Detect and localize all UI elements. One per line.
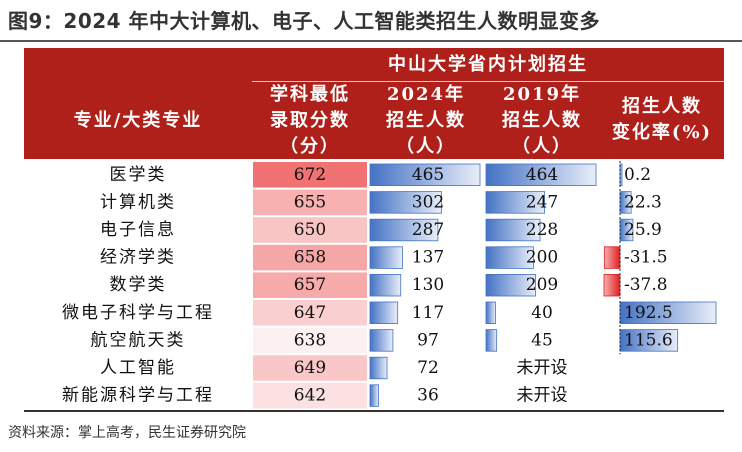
score-value: 642 bbox=[294, 386, 326, 406]
bar-change-rate bbox=[603, 246, 621, 269]
change-rate-value: 0.2 bbox=[624, 165, 651, 185]
bar-change-rate bbox=[603, 273, 621, 297]
row-label-major: 经济学类 bbox=[100, 248, 176, 268]
enroll-2019-value: 247 bbox=[526, 192, 558, 212]
header-enroll-2019: 2019年 招生人数 （人） bbox=[502, 84, 582, 157]
score-value: 647 bbox=[294, 303, 326, 323]
score-value: 638 bbox=[294, 330, 326, 350]
row-label-major: 电子信息 bbox=[100, 220, 176, 240]
header-change-rate: 招生人数 变化率(%) bbox=[611, 96, 713, 143]
table-bottom-rule bbox=[24, 410, 724, 412]
header-major: 专业/大类专业 bbox=[73, 110, 203, 131]
enroll-2019-value: 未开设 bbox=[517, 358, 568, 378]
bar-change-rate bbox=[619, 329, 679, 352]
enroll-2019-value: 45 bbox=[531, 330, 553, 350]
enroll-2019-value: 40 bbox=[531, 303, 553, 323]
bar-enroll-2024 bbox=[369, 356, 388, 380]
bar-enroll-2024 bbox=[369, 246, 403, 269]
score-heat-cell bbox=[253, 300, 367, 326]
score-heat-cell bbox=[253, 382, 367, 409]
enroll-2019-value: 200 bbox=[526, 248, 558, 268]
enroll-2024-value: 302 bbox=[412, 192, 444, 212]
score-heat-cell bbox=[253, 217, 367, 243]
enroll-2019-value: 228 bbox=[526, 220, 558, 240]
header-min-score: 学科最低 录取分数 （分） bbox=[270, 84, 350, 157]
row-label-major: 医学类 bbox=[110, 165, 167, 185]
header-enroll-2024: 2024年 招生人数 （人） bbox=[386, 84, 466, 157]
enroll-2019-value: 未开设 bbox=[517, 386, 568, 406]
source-note: 资料来源：掌上高考，民生证券研究院 bbox=[8, 425, 246, 441]
bar-enroll-2024 bbox=[369, 273, 402, 297]
score-value: 655 bbox=[294, 192, 326, 212]
enroll-2024-value: 117 bbox=[412, 303, 444, 323]
score-value: 650 bbox=[294, 220, 326, 240]
enroll-2024-value: 97 bbox=[417, 330, 439, 350]
header-group-divider bbox=[252, 81, 724, 82]
bar-enroll-2019 bbox=[485, 163, 597, 187]
score-heat-cell bbox=[253, 162, 367, 188]
score-heat-cell bbox=[253, 244, 367, 271]
row-label-major: 航空航天类 bbox=[91, 330, 186, 350]
bar-enroll-2019 bbox=[485, 301, 496, 325]
score-value: 657 bbox=[294, 275, 326, 295]
score-value: 658 bbox=[294, 248, 326, 268]
bar-enroll-2024 bbox=[369, 218, 439, 242]
row-label-major: 新能源科学与工程 bbox=[62, 386, 214, 406]
row-label-major: 数学类 bbox=[110, 275, 167, 295]
figure-title: 图9：2024 年中大计算机、电子、人工智能类招生人数明显变多 bbox=[8, 9, 601, 33]
change-rate-value: 25.9 bbox=[624, 220, 662, 240]
score-value: 672 bbox=[294, 165, 326, 185]
score-value: 649 bbox=[294, 358, 326, 378]
bar-enroll-2019 bbox=[485, 246, 534, 269]
bar-enroll-2019 bbox=[485, 218, 541, 242]
bar-enroll-2024 bbox=[369, 384, 379, 407]
table-header: 中山大学省内计划招生 专业/大类专业 学科最低 录取分数 （分） 2024年 招… bbox=[24, 48, 724, 159]
bar-enroll-2024 bbox=[369, 301, 399, 325]
enroll-2024-value: 72 bbox=[417, 358, 439, 378]
bar-enroll-2024 bbox=[369, 329, 394, 352]
change-rate-value: 115.6 bbox=[624, 330, 673, 350]
change-rate-value: -31.5 bbox=[624, 248, 668, 268]
row-label-major: 计算机类 bbox=[100, 192, 176, 212]
row-label-major: 微电子科学与工程 bbox=[62, 303, 214, 323]
change-rate-value: 22.3 bbox=[624, 192, 662, 212]
enroll-2019-value: 209 bbox=[526, 275, 558, 295]
row-label-major: 人工智能 bbox=[100, 358, 176, 378]
bar-enroll-2019 bbox=[485, 329, 498, 352]
score-heat-cell bbox=[253, 355, 367, 381]
enroll-2024-value: 36 bbox=[417, 386, 439, 406]
change-rate-value: 192.5 bbox=[624, 303, 673, 323]
enroll-2024-value: 130 bbox=[412, 275, 444, 295]
change-rate-value: -37.8 bbox=[624, 275, 668, 295]
score-heat-cell bbox=[253, 189, 367, 216]
enroll-2024-value: 287 bbox=[412, 220, 444, 240]
bar-enroll-2019 bbox=[485, 191, 545, 214]
bar-enroll-2024 bbox=[369, 163, 481, 187]
title-divider bbox=[0, 40, 742, 42]
header-group-title: 中山大学省内计划招生 bbox=[388, 54, 588, 75]
enroll-2019-value: 464 bbox=[526, 165, 558, 185]
bar-change-rate bbox=[619, 301, 717, 325]
bar-enroll-2024 bbox=[369, 191, 442, 214]
enroll-2024-value: 137 bbox=[412, 248, 444, 268]
enroll-2024-value: 465 bbox=[412, 165, 444, 185]
score-heat-cell bbox=[253, 272, 367, 298]
bar-enroll-2019 bbox=[485, 273, 536, 297]
score-heat-cell bbox=[253, 327, 367, 354]
